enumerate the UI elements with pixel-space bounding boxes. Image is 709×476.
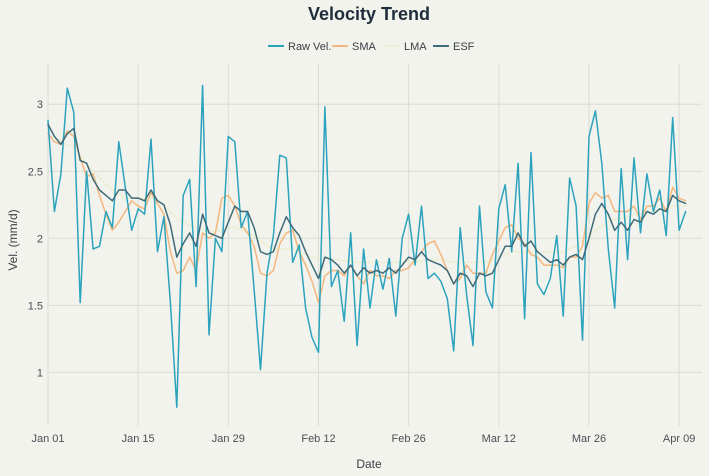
series-line-raw-vel <box>47 84 687 408</box>
x-tick-label: Mar 12 <box>482 433 516 445</box>
x-tick-label: Feb 12 <box>301 433 335 445</box>
x-tick-label: Feb 26 <box>392 433 426 445</box>
legend-label: Raw Vel. <box>288 41 331 53</box>
x-tick-label: Mar 26 <box>572 433 606 445</box>
series-line-lma <box>47 132 687 264</box>
legend-item-lma[interactable]: LMA <box>384 41 427 53</box>
x-tick-label: Jan 01 <box>31 433 64 445</box>
legend-item-raw-vel[interactable]: Raw Vel. <box>268 41 331 53</box>
legend-label: LMA <box>404 41 427 53</box>
y-axis-title: Vel. (mm/d) <box>6 209 20 270</box>
legend[interactable]: Raw Vel. SMA LMA ESF <box>268 41 475 53</box>
y-axis-ticks: 1 1.5 2 2.5 3 <box>28 99 43 379</box>
y-tick-label: 2.5 <box>28 166 43 178</box>
y-tick-label: 3 <box>37 99 43 111</box>
legend-item-sma[interactable]: SMA <box>332 41 377 53</box>
gridlines <box>47 64 702 426</box>
x-axis-ticks: Jan 01 Jan 15 Jan 29 Feb 12 Feb 26 Mar 12 Mar … <box>31 433 695 445</box>
chart-title: Velocity Trend <box>308 4 430 24</box>
x-axis-title: Date <box>356 457 382 471</box>
x-tick-label: Jan 29 <box>212 433 245 445</box>
series-layer <box>47 84 687 408</box>
x-tick-label: Apr 09 <box>663 433 695 445</box>
y-tick-label: 1.5 <box>28 300 43 312</box>
legend-label: SMA <box>352 41 377 53</box>
legend-label: ESF <box>453 41 475 53</box>
legend-item-esf[interactable]: ESF <box>433 41 475 53</box>
series-line-esf <box>47 123 687 288</box>
y-tick-label: 1 <box>37 367 43 379</box>
x-tick-label: Jan 15 <box>122 433 155 445</box>
y-tick-label: 2 <box>37 233 43 245</box>
